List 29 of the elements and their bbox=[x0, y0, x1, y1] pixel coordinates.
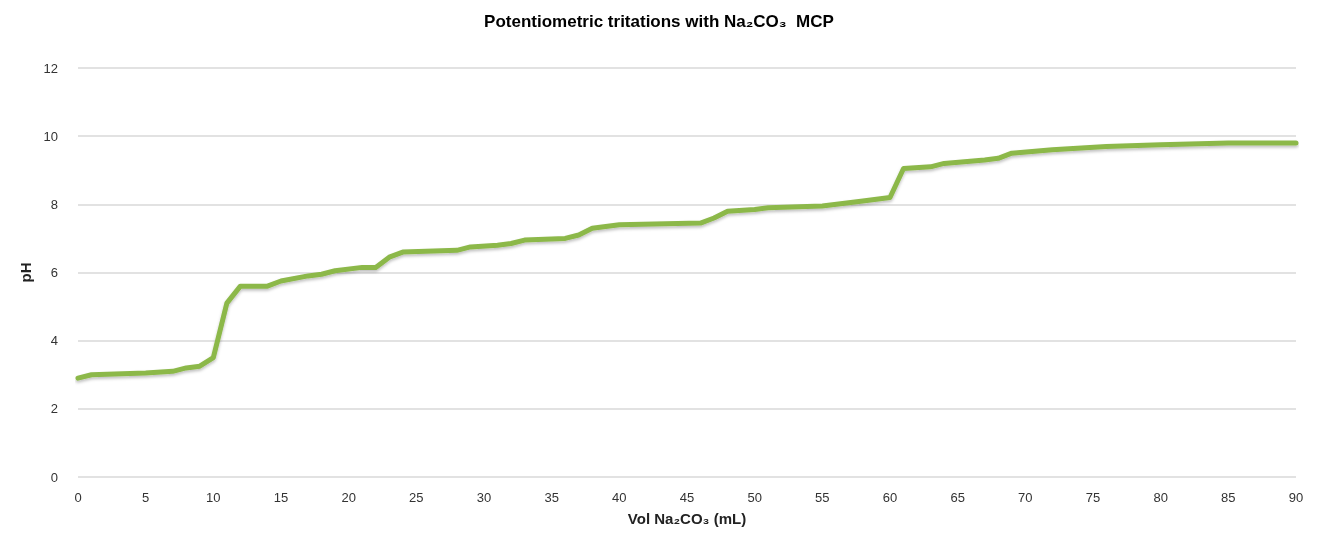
x-tick-label: 85 bbox=[1221, 490, 1236, 505]
x-tick-label: 35 bbox=[544, 490, 559, 505]
y-tick-label: 0 bbox=[50, 469, 58, 485]
y-tick-label: 12 bbox=[43, 60, 58, 76]
x-tick-label: 60 bbox=[882, 490, 898, 505]
chart-title: Potentiometric tritations with Na₂CO₃ MCP bbox=[484, 12, 834, 31]
y-axis-title: pH bbox=[16, 262, 34, 283]
x-axis-title: Vol Na₂CO₃ (mL) bbox=[627, 510, 747, 527]
x-tick-label: 80 bbox=[1153, 490, 1168, 505]
x-tick-label: 50 bbox=[747, 490, 762, 505]
x-tick-label: 30 bbox=[476, 490, 492, 505]
x-tick-label: 20 bbox=[341, 490, 356, 505]
y-tick-label: 2 bbox=[50, 401, 58, 417]
x-tick-label: 75 bbox=[1085, 490, 1101, 505]
x-tick-label: 0 bbox=[74, 490, 82, 505]
x-tick-label: 15 bbox=[273, 490, 289, 505]
y-tick-label: 8 bbox=[50, 196, 58, 212]
x-tick-label: 5 bbox=[142, 490, 150, 505]
x-tick-label: 70 bbox=[1018, 490, 1033, 505]
x-tick-label: 65 bbox=[950, 490, 965, 505]
y-tick-label: 6 bbox=[50, 265, 58, 280]
x-tick-label: 25 bbox=[409, 490, 424, 505]
x-tick-label: 45 bbox=[679, 490, 695, 505]
x-tick-label: 55 bbox=[815, 490, 830, 505]
y-tick-label: 4 bbox=[50, 333, 58, 349]
x-tick-label: 10 bbox=[206, 490, 221, 505]
y-tick-label: 10 bbox=[43, 128, 58, 144]
x-tick-label: 90 bbox=[1288, 490, 1304, 505]
x-tick-label: 40 bbox=[612, 490, 627, 505]
